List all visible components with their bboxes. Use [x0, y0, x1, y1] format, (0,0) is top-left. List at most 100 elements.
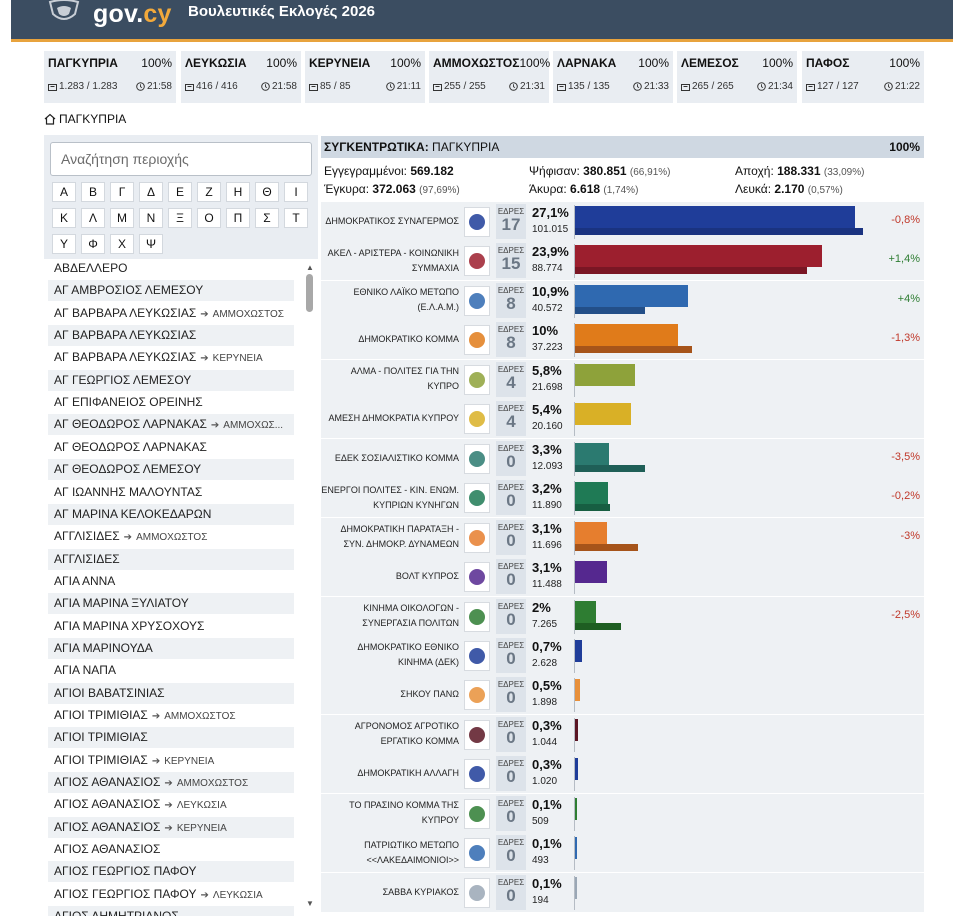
letter-filter-button[interactable]: Ξ — [168, 208, 192, 228]
district-tab[interactable]: ΛΑΡΝΑΚΑ 100% 135 / 135 21:33 — [553, 51, 673, 103]
letter-filter-button[interactable]: Γ — [110, 182, 134, 202]
area-list-item[interactable]: ΑΓΙΟΙ ΤΡΙΜΙΘΙΑΣ — [48, 727, 294, 749]
area-list-item[interactable]: ΑΓΓΛΙΣΙΔΕΣ — [48, 548, 294, 570]
gov-cy-logo[interactable]: gov.cy — [93, 0, 172, 28]
area-list-item[interactable]: ΑΓΙΟΣ ΓΕΩΡΓΙΟΣ ΠΑΦΟΥ — [48, 861, 294, 883]
area-list-item[interactable]: ΑΓ ΓΕΩΡΓΙΟΣ ΛΕΜΕΣΟΥ — [48, 369, 294, 391]
letter-filter-button[interactable]: Ι — [284, 182, 308, 202]
letter-filter-button[interactable]: Σ — [255, 208, 279, 228]
party-row[interactable]: ΤΟ ΠΡΑΣΙΝΟ ΚΟΜΜΑ ΤΗΣ ΚΥΠΡΟΥ ΕΔΡΕΣ 0 0,1% 509 — [321, 793, 924, 833]
current-share-bar — [575, 403, 631, 426]
bar-axis — [574, 481, 575, 516]
area-list-item[interactable]: ΑΓ ΒΑΡΒΑΡΑ ΛΕΥΚΩΣΙΑΣ ➔ ΑΜΜΟΧΩΣΤΟΣ — [48, 303, 294, 324]
letter-filter-button[interactable]: Π — [226, 208, 250, 228]
letter-filter-button[interactable]: Δ — [139, 182, 163, 202]
district-tab[interactable]: ΠΑΓΚΥΠΡΙΑ 100% 1.283 / 1.283 21:58 — [44, 51, 176, 103]
seats-count: 0 — [506, 648, 516, 668]
vote-share: 0,1% — [532, 875, 562, 891]
area-list-item[interactable]: ΑΓΙΟΣ ΑΘΑΝΑΣΙΟΣ ➔ ΛΕΥΚΩΣΙΑ — [48, 794, 294, 815]
letter-filter-button[interactable]: Μ — [110, 208, 134, 228]
letter-filter-button[interactable]: Χ — [110, 234, 134, 254]
area-list-item[interactable]: ΑΓΙΟΣ ΔΗΜΗΤΡΙΑΝΟΣ — [48, 906, 294, 916]
party-row[interactable]: ΕΔΕΚ ΣΟΣΙΑΛΙΣΤΙΚΟ ΚΟΜΜΑ ΕΔΡΕΣ 0 3,3% 12.093 -… — [321, 438, 924, 478]
letter-filter-button[interactable]: Β — [81, 182, 105, 202]
party-row[interactable]: ΔΗΜΟΚΡΑΤΙΚΟΣ ΣΥΝΑΓΕΡΜΟΣ ΕΔΡΕΣ 17 27,1% 101.0… — [321, 202, 924, 241]
letter-filter-button[interactable]: Κ — [52, 208, 76, 228]
area-list-item[interactable]: ΑΓΙΟΙ ΤΡΙΜΙΘΙΑΣ ➔ ΚΕΡΥΝΕΙΑ — [48, 750, 294, 771]
letter-filter-button[interactable]: Ε — [168, 182, 192, 202]
area-list-item[interactable]: ΑΓΙΟΣ ΑΘΑΝΑΣΙΟΣ ➔ ΑΜΜΟΧΩΣΤΟΣ — [48, 772, 294, 794]
party-row[interactable]: ΕΝΕΡΓΟΙ ΠΟΛΙΤΕΣ - ΚΙΝ. ΕΝΩΜ. ΚΥΠΡΙΩΝ ΚΥΝ… — [321, 478, 924, 518]
area-list-item[interactable]: ΑΓΙΟΙ ΤΡΙΜΙΘΙΑΣ ➔ ΑΜΜΟΧΩΣΤΟΣ — [48, 705, 294, 726]
letter-filter-button[interactable]: Φ — [81, 234, 105, 254]
letter-filter-button[interactable]: Ψ — [139, 234, 163, 254]
area-list-item[interactable]: ΑΓ ΑΜΒΡΟΣΙΟΣ ΛΕΜΕΣΟΥ — [48, 280, 294, 302]
area-list-scrollbar[interactable]: ▲ ▼ — [302, 259, 318, 916]
area-list-item[interactable]: ΑΓΙΟΣ ΑΘΑΝΑΣΙΟΣ ➔ ΚΕΡΥΝΕΙΑ — [48, 816, 294, 838]
party-row[interactable]: ΣΑΒΒΑ ΚΥΡΙΑΚΟΣ ΕΔΡΕΣ 0 0,1% 194 — [321, 872, 924, 912]
letter-filter-button[interactable]: Ν — [139, 208, 163, 228]
party-row[interactable]: ΔΗΜΟΚΡΑΤΙΚΗ ΠΑΡΑΤΑΞΗ - ΣΥΝ. ΔΗΜΟΚΡ. ΔΥΝΑ… — [321, 517, 924, 557]
letter-filter-button[interactable]: Ο — [197, 208, 221, 228]
area-district: ΛΕΥΚΩΣΙΑ — [212, 889, 263, 901]
district-tab[interactable]: ΠΑΦΟΣ 100% 127 / 127 21:22 — [802, 51, 924, 103]
clock-icon — [509, 82, 518, 91]
letter-filter-button[interactable]: Λ — [81, 208, 105, 228]
area-list-item[interactable]: ΑΓ ΘΕΟΔΩΡΟΣ ΛΕΜΕΣΟΥ — [48, 459, 294, 481]
breadcrumb[interactable]: ΠΑΓΚΥΠΡΙΑ — [44, 112, 126, 126]
share-change: -0,2% — [891, 490, 920, 503]
district-tab[interactable]: ΑΜΜΟΧΩΣΤΟΣ 100% 255 / 255 21:31 — [429, 51, 550, 103]
party-row[interactable]: ΔΗΜΟΚΡΑΤΙΚΗ ΑΛΛΑΓΗ ΕΔΡΕΣ 0 0,3% 1.020 — [321, 754, 924, 794]
scroll-up-icon[interactable]: ▲ — [306, 263, 314, 272]
arrow-right-icon: ➔ — [123, 532, 133, 544]
area-list-item[interactable]: ΑΓΙΟΣ ΓΕΩΡΓΙΟΣ ΠΑΦΟΥ ➔ ΛΕΥΚΩΣΙΑ — [48, 884, 294, 905]
area-list-item[interactable]: ΑΓΓΛΙΣΙΔΕΣ ➔ ΑΜΜΟΧΩΣΤΟΣ — [48, 526, 294, 547]
area-list-item[interactable]: ΑΓ ΙΩΑΝΝΗΣ ΜΑΛΟΥΝΤΑΣ — [48, 482, 294, 503]
letter-filter-button[interactable]: Ζ — [197, 182, 221, 202]
clock-icon — [261, 82, 270, 91]
area-list-item[interactable]: ΑΓ ΜΑΡΙΝΑ ΚΕΛΟΚΕΔΑΡΩΝ — [48, 503, 294, 525]
previous-share-bar — [575, 346, 692, 354]
party-row[interactable]: ΔΗΜΟΚΡΑΤΙΚΟ ΚΟΜΜΑ ΕΔΡΕΣ 8 10% 37.223 -1,3% — [321, 320, 924, 360]
district-tab[interactable]: ΚΕΡΥΝΕΙΑ 100% 85 / 85 21:11 — [305, 51, 425, 103]
area-list-item[interactable]: ΑΓΙΟΣ ΑΘΑΝΑΣΙΟΣ — [48, 839, 294, 860]
area-search-input[interactable] — [50, 142, 312, 176]
party-row[interactable]: ΑΜΕΣΗ ΔΗΜΟΚΡΑΤΙΑ ΚΥΠΡΟΥ ΕΔΡΕΣ 4 5,4% 20.160 — [321, 399, 924, 439]
area-list-item[interactable]: ΑΓΙΑ ΜΑΡΙΝΑ ΞΥΛΙΑΤΟΥ — [48, 593, 294, 615]
party-row[interactable]: ΔΗΜΟΚΡΑΤΙΚΟ ΕΘΝΙΚΟ ΚΙΝΗΜΑ (ΔΕΚ) ΕΔΡΕΣ 0 0,7… — [321, 635, 924, 675]
area-list-item[interactable]: ΑΓ ΒΑΡΒΑΡΑ ΛΕΥΚΩΣΙΑΣ — [48, 325, 294, 347]
area-list-item[interactable]: ΑΓΙΑ ΜΑΡΙΝΟΥΔΑ — [48, 637, 294, 659]
area-list-item[interactable]: ΑΓΙΑ ΑΝΝΑ — [48, 571, 294, 592]
seats-label: ΕΔΡΕΣ — [497, 522, 525, 532]
party-row[interactable]: ΕΘΝΙΚΟ ΛΑΪΚΟ ΜΕΤΩΠΟ (Ε.Λ.Α.Μ.) ΕΔΡΕΣ 8 10,9… — [321, 280, 924, 320]
scroll-down-icon[interactable]: ▼ — [306, 899, 314, 908]
party-row[interactable]: ΠΑΤΡΙΩΤΙΚΟ ΜΕΤΩΠΟ <<ΛΑΚΕΔΑΙΜΟΝΙΟΙ>> ΕΔΡΕΣ… — [321, 833, 924, 873]
bar-axis — [574, 717, 575, 752]
scroll-thumb[interactable] — [306, 274, 313, 312]
blank-logo — [464, 877, 490, 908]
area-list-item[interactable]: ΑΓΙΑ ΜΑΡΙΝΑ ΧΡΥΣΟΧΟΥΣ — [48, 616, 294, 637]
area-list-item[interactable]: ΑΓΙΑ ΝΑΠΑ — [48, 660, 294, 681]
letter-filter-button[interactable]: Θ — [255, 182, 279, 202]
letter-filter-button[interactable]: Η — [226, 182, 250, 202]
party-row[interactable]: ΚΙΝΗΜΑ ΟΙΚΟΛΟΓΩΝ - ΣΥΝΕΡΓΑΣΙΑ ΠΟΛΙΤΩΝ ΕΔΡ… — [321, 596, 924, 636]
area-list-item[interactable]: ΑΓ ΘΕΟΔΩΡΟΣ ΛΑΡΝΑΚΑΣ ➔ ΑΜΜΟΧΩΣ... — [48, 414, 294, 436]
party-row[interactable]: ΣΗΚΟΥ ΠΑΝΩ ΕΔΡΕΣ 0 0,5% 1.898 — [321, 675, 924, 715]
area-list-item[interactable]: ΑΓ ΕΠΙΦΑΝΕΙΟΣ ΟΡΕΙΝΗΣ — [48, 392, 294, 413]
area-list-item[interactable]: ΑΓ ΒΑΡΒΑΡΑ ΛΕΥΚΩΣΙΑΣ ➔ ΚΕΡΥΝΕΙΑ — [48, 347, 294, 368]
letter-filter-button[interactable]: Α — [52, 182, 76, 202]
district-tab[interactable]: ΛΕΜΕΣΟΣ 100% 265 / 265 21:34 — [677, 51, 797, 103]
letter-filter-button[interactable]: Υ — [52, 234, 76, 254]
vote-share: 2% — [532, 599, 551, 615]
letter-filter-button[interactable]: Τ — [284, 208, 308, 228]
area-list-item[interactable]: ΑΒΔΕΛΛΕΡΟ — [48, 259, 294, 279]
seats-box: ΕΔΡΕΣ 15 — [496, 243, 526, 279]
party-row[interactable]: ΒΟΛΤ ΚΥΠΡΟΣ ΕΔΡΕΣ 0 3,1% 11.488 — [321, 557, 924, 597]
district-tab[interactable]: ΛΕΥΚΩΣΙΑ 100% 416 / 416 21:58 — [181, 51, 301, 103]
party-row[interactable]: ΑΚΕΛ - ΑΡΙΣΤΕΡΑ - ΚΟΙΝΩΝΙΚΗ ΣΥΜΜΑΧΙΑ ΕΔΡΕ… — [321, 241, 924, 281]
vote-count: 1.898 — [532, 697, 558, 709]
area-list-item[interactable]: ΑΓΙΟΙ ΒΑΒΑΤΣΙΝΙΑΣ — [48, 682, 294, 704]
party-row[interactable]: ΑΛΜΑ - ΠΟΛΙΤΕΣ ΓΙΑ ΤΗΝ ΚΥΠΡΟ ΕΔΡΕΣ 4 5,8% 21… — [321, 359, 924, 399]
party-row[interactable]: ΑΓΡΟΝΟΜΟΣ ΑΓΡΟΤΙΚΟ ΕΡΓΑΤΙΚΟ ΚΟΜΜΑ ΕΔΡΕΣ 0 0… — [321, 714, 924, 754]
area-list-item[interactable]: ΑΓ ΘΕΟΔΩΡΟΣ ΛΑΡΝΑΚΑΣ — [48, 437, 294, 458]
